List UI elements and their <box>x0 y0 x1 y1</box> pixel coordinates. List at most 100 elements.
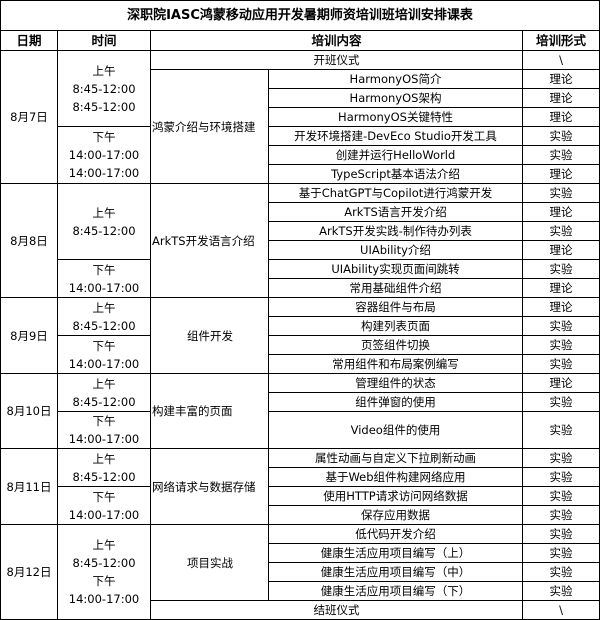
form-cell: \ <box>521 50 600 70</box>
table-row: 8月12日 上午 8:45-12:00 下午 14:00-17:00 项目实战 低代码开发介… <box>0 524 600 620</box>
form-cell: 实验 <box>521 354 600 374</box>
content-cell: HarmonyOS架构 <box>268 88 523 108</box>
time-cell: 上午 8:45-12:00 <box>57 297 151 336</box>
table-row: 鸿蒙介绍与环境搭建 HarmonyOS简介 理论 <box>1 69 600 184</box>
time-line: 8:45-12:00 <box>72 469 136 484</box>
form-cell: 实验 <box>521 581 600 601</box>
time-cell: 上午 8:45-12:00 <box>57 373 151 412</box>
date-cell: 8月8日 <box>0 183 58 298</box>
content-cell: 容器组件与布局 <box>268 297 523 317</box>
time-line: 上午 <box>92 300 116 315</box>
topic-cell: ArkTS开发语言介绍 <box>150 183 269 298</box>
time-line: 下午 <box>92 574 116 588</box>
date-cell: 8月9日 <box>0 297 58 374</box>
time-cell: 下午 14:00-17:00 <box>57 259 151 298</box>
form-cell: 实验 <box>521 562 600 582</box>
form-cell: 理论 <box>521 202 600 222</box>
opening-ceremony: 开班仪式 <box>150 50 523 70</box>
form-cell: 理论 <box>521 297 600 317</box>
closing-ceremony: 结班仪式 <box>150 600 523 620</box>
topic-cell: 项目实战 <box>150 524 269 601</box>
content-cell: 开发环境搭建-DevEco Studio开发工具 <box>268 126 523 146</box>
content-cell: UIAbility实现页面间跳转 <box>268 259 523 279</box>
content-cell: 使用HTTP请求访问网络数据 <box>268 486 523 506</box>
table-row: 8月10日 上午 8:45-12:00 构建丰富的页面 管理组件的状态 理论 <box>0 373 600 449</box>
form-cell: 实验 <box>521 448 600 468</box>
table-row: 创建并运行HelloWorld 实验 <box>1 145 600 165</box>
header-content: 培训内容 <box>150 30 523 51</box>
content-cell: 健康生活应用项目编写（上） <box>268 543 523 563</box>
table-row: 8月11日 上午 8:45-12:00 网络请求与数据存储 属性动画与自定义下拉刷新动画… <box>0 448 600 525</box>
header-date: 日期 <box>0 30 58 51</box>
topic-cell: 网络请求与数据存储 <box>150 448 269 525</box>
form-cell: 实验 <box>521 524 600 544</box>
date-cell: 8月7日 <box>0 50 58 184</box>
time-cell: 下午 14:00-17:00 14:00-17:00 <box>57 126 151 184</box>
form-cell: 实验 <box>521 221 600 241</box>
date-cell: 8月12日 <box>0 524 58 620</box>
table-row: 下午 14:00-17:00 Video组件的使用 实验 <box>1 411 600 449</box>
time-line: 14:00-17:00 <box>68 592 140 606</box>
form-cell: 实验 <box>521 486 600 506</box>
content-cell: 保存应用数据 <box>268 505 523 525</box>
form-cell: 实验 <box>521 316 600 336</box>
table-row: 健康生活应用项目编写（下） 实验 <box>1 581 600 601</box>
time-line: 14:00-17:00 <box>68 356 140 371</box>
form-cell: 实验 <box>521 543 600 563</box>
time-cell: 上午 8:45-12:00 <box>57 448 151 487</box>
time-line: 上午 <box>92 63 116 78</box>
form-cell: 理论 <box>521 107 600 127</box>
time-line: 上午 <box>92 451 116 466</box>
time-line: 8:45-12:00 <box>72 81 136 96</box>
form-cell: 实验 <box>521 126 600 146</box>
table-row: 8月7日 上午 8:45-12:00 8:45-12:00 开班仪式 \ <box>0 50 600 184</box>
form-cell: 理论 <box>521 88 600 108</box>
time-line: 8:45-12:00 <box>72 99 136 114</box>
content-cell: 管理组件的状态 <box>268 373 523 393</box>
time-line: 下午 <box>92 338 116 353</box>
table-row: ArkTS开发实践-制作待办列表 实验 <box>1 221 600 241</box>
form-cell: 实验 <box>521 145 600 165</box>
form-cell: 实验 <box>521 259 600 279</box>
time-cell: 下午 14:00-17:00 <box>57 486 151 525</box>
time-line: 8:45-12:00 <box>72 556 136 570</box>
table-row: 常用基础组件介绍 理论 <box>1 278 600 298</box>
topic-cell: 组件开发 <box>150 297 269 374</box>
time-cell: 上午 8:45-12:00 8:45-12:00 <box>57 50 151 127</box>
time-line: 14:00-17:00 <box>68 432 140 446</box>
time-cell: 下午 14:00-17:00 <box>57 335 151 374</box>
content-cell: 页签组件切换 <box>268 335 523 355</box>
content-cell: Video组件的使用 <box>268 411 523 449</box>
content-cell: 基于ChatGPT与Copilot进行鸿蒙开发 <box>268 183 523 203</box>
form-cell: 理论 <box>521 164 600 184</box>
time-line: 上午 <box>92 538 116 552</box>
form-cell: 实验 <box>521 183 600 203</box>
time-cell: 上午 8:45-12:00 <box>57 183 151 260</box>
table-row: 保存应用数据 实验 <box>1 505 600 525</box>
form-cell: 实验 <box>521 505 600 525</box>
time-line: 8:45-12:00 <box>72 394 136 409</box>
content-cell: 构建列表页面 <box>268 316 523 336</box>
time-line: 14:00-17:00 <box>68 280 140 295</box>
content-cell: ArkTS开发实践-制作待办列表 <box>268 221 523 241</box>
content-cell: 健康生活应用项目编写（中） <box>268 562 523 582</box>
time-line: 上午 <box>92 205 116 220</box>
table-row: 健康生活应用项目编写（中） 实验 <box>1 562 600 582</box>
content-cell: HarmonyOS关键特性 <box>268 107 523 127</box>
time-line: 下午 <box>92 414 116 428</box>
content-cell: UIAbility介绍 <box>268 240 523 260</box>
form-cell: 实验 <box>521 335 600 355</box>
form-cell: \ <box>521 600 600 620</box>
content-cell: TypeScript基本语法介绍 <box>268 164 523 184</box>
time-line: 14:00-17:00 <box>68 148 140 162</box>
page-title: 深职院IASC鸿蒙移动应用开发暑期师资培训班培训安排课表 <box>0 0 600 31</box>
time-cell: 上午 8:45-12:00 下午 14:00-17:00 <box>57 524 151 620</box>
form-cell: 实验 <box>521 467 600 487</box>
time-line: 上午 <box>92 376 116 391</box>
content-cell: 基于Web组件构建网络应用 <box>268 467 523 487</box>
time-line: 下午 <box>92 489 116 504</box>
time-line: 8:45-12:00 <box>72 223 136 238</box>
time-line: 下午 <box>92 262 116 277</box>
table-row: 8月9日 上午 8:45-12:00 组件开发 容器组件与布局 理论 <box>0 297 600 374</box>
